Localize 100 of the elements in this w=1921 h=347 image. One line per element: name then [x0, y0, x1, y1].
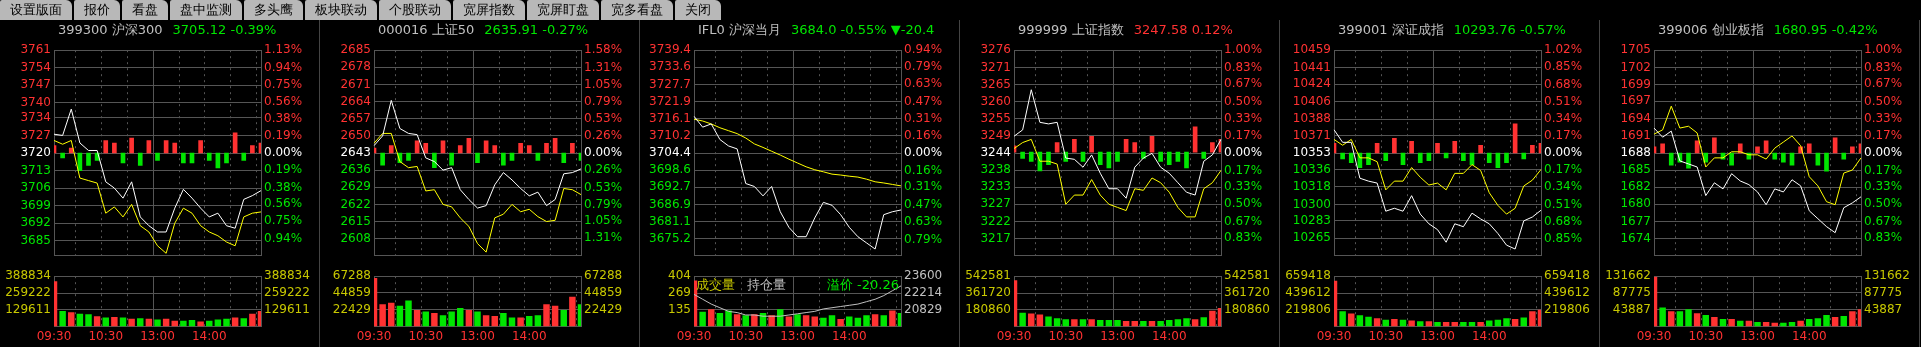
y-tick-label: 1694: [1620, 110, 1651, 125]
bar: [1072, 139, 1077, 153]
y-tick-label: 10459: [1292, 42, 1331, 57]
bar: [1668, 311, 1675, 327]
y2-tick-label: 0.79%: [904, 58, 943, 73]
bar: [1088, 319, 1095, 327]
bar: [1392, 138, 1397, 154]
y2-tick-label: 0.17%: [1544, 162, 1583, 177]
x-tick-label: 10:30: [408, 328, 444, 343]
y2-tick-label: 0.50%: [1864, 196, 1903, 211]
y-tick-label: 3739.4: [649, 42, 691, 57]
bar: [1391, 318, 1398, 327]
y-tick-label: 2671: [340, 76, 371, 91]
y2-tick-label: 388834: [264, 268, 310, 283]
y2-tick-label: 0.79%: [584, 196, 623, 211]
bar: [1486, 320, 1493, 327]
y-tick-label: 131662: [1605, 268, 1651, 283]
x-tick-label: 14:00: [191, 328, 227, 343]
y2-tick-label: 0.47%: [904, 93, 943, 108]
bar: [526, 145, 532, 154]
y-tick-label: 3727.7: [649, 76, 691, 91]
y-tick-label: 361720: [965, 285, 1011, 300]
bar: [1728, 318, 1735, 327]
x-tick-label: 13:00: [1740, 328, 1775, 343]
y-tick-label: 2636: [340, 162, 371, 177]
x-tick-label: 09:30: [1636, 328, 1672, 343]
chart-title: 399006 创业板指: [1658, 22, 1764, 37]
y2-tick-label: 0.26%: [584, 162, 623, 177]
bar: [198, 140, 203, 154]
bar: [1668, 152, 1674, 166]
y-tick-label: 10318: [1292, 179, 1331, 194]
bar: [1712, 137, 1717, 154]
chart-title: 000016 上证50: [378, 22, 475, 37]
bar: [1028, 151, 1034, 162]
bar: [1210, 142, 1215, 153]
y2-tick-label: 542581: [1224, 268, 1270, 283]
y-tick-label: 3249: [980, 128, 1011, 143]
bar: [1478, 144, 1483, 154]
y-tick-label: 219806: [1285, 301, 1331, 316]
y-tick-label: 2622: [340, 196, 371, 211]
bar: [128, 318, 135, 327]
y-tick-label: 2643: [340, 145, 371, 160]
y-tick-label: 3692.7: [649, 179, 691, 194]
text: 关闭: [675, 0, 721, 20]
bar: [112, 142, 117, 154]
bar: [1157, 321, 1164, 327]
chart-title: 399001 深证成指: [1338, 22, 1444, 37]
y-tick-label: 3685: [20, 232, 51, 247]
y2-tick-label: 0.17%: [1864, 162, 1903, 177]
bar: [448, 311, 455, 327]
y-tick-label: 3233: [980, 179, 1011, 194]
y-tick-label: 1691: [1620, 128, 1651, 143]
bar: [449, 152, 454, 166]
y-tick-label: 3260: [980, 93, 1011, 108]
bar: [1452, 141, 1458, 154]
y2-tick-label: 0.94%: [264, 59, 303, 74]
bar: [1434, 322, 1441, 327]
bar: [517, 317, 524, 327]
bar: [1046, 151, 1051, 166]
y-tick-label: 1699: [1620, 76, 1651, 91]
x-tick-label: 13:00: [1420, 328, 1455, 343]
x-tick-label: 13:00: [780, 328, 815, 343]
y2-tick-label: 0.19%: [264, 162, 303, 177]
chart-title: 399300 沪深300: [58, 22, 163, 37]
bar: [439, 315, 447, 327]
bar: [1184, 151, 1189, 169]
bar: [828, 315, 836, 327]
y2-tick-label: 219806: [1544, 301, 1590, 316]
bar: [474, 311, 481, 327]
x-tick-label: 13:00: [140, 328, 175, 343]
bar: [1503, 318, 1510, 327]
y2-tick-label: 0.67%: [1224, 213, 1263, 228]
x-tick-label: 09:30: [356, 328, 392, 343]
y2-tick-label: 0.31%: [904, 179, 943, 194]
y2-tick-label: 0.16%: [904, 127, 943, 142]
y-tick-label: 3716.1: [649, 110, 691, 125]
y2-tick-label: 0.75%: [264, 213, 303, 228]
bar: [1530, 144, 1535, 154]
bar: [388, 145, 394, 154]
y2-tick-label: 1.31%: [584, 59, 623, 74]
y-tick-label: 67288: [332, 268, 371, 283]
bar: [1114, 320, 1121, 327]
text: 报价: [74, 0, 120, 20]
bar: [544, 142, 549, 154]
text: 宽多看盘: [601, 0, 673, 20]
bar: [1045, 316, 1052, 327]
bar: [570, 142, 575, 154]
text: 板块联动: [305, 0, 377, 20]
y2-tick-label: 0.83%: [1224, 59, 1263, 74]
y-tick-label: 3747: [20, 77, 51, 92]
bar: [543, 304, 550, 327]
bar: [1660, 143, 1665, 154]
bar: [518, 142, 523, 154]
bar: [111, 316, 118, 327]
bar: [1115, 151, 1120, 162]
bar: [1461, 152, 1466, 162]
bar: [224, 152, 229, 164]
y2-tick-label: 0.67%: [1864, 76, 1903, 91]
y2-tick-label: 1.02%: [1544, 42, 1583, 57]
y2-tick-label: 0.67%: [1224, 76, 1263, 91]
